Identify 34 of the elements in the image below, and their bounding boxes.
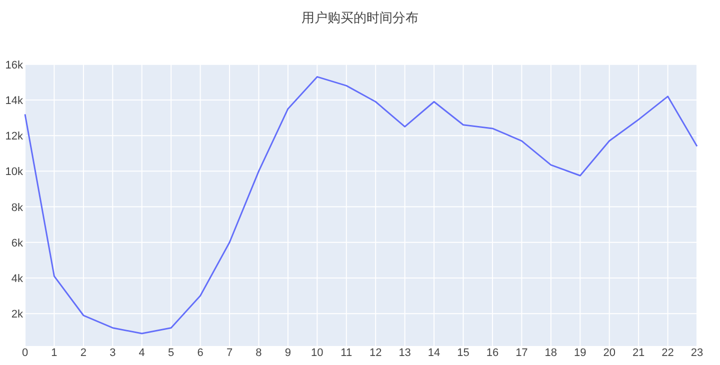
x-tick-label: 0 [22, 347, 28, 359]
x-tick-label: 19 [574, 347, 586, 359]
x-tick-label: 15 [457, 347, 470, 359]
x-tick-label: 2 [80, 347, 86, 359]
x-tick-label: 21 [632, 347, 645, 359]
x-tick-label: 8 [256, 347, 262, 359]
y-tick-label: 2k [11, 308, 24, 321]
x-tick-label: 14 [428, 347, 440, 359]
x-tick-label: 23 [690, 347, 704, 359]
x-tick-label: 10 [311, 347, 324, 359]
x-tick-label: 20 [603, 347, 616, 359]
y-tick-label: 14k [5, 94, 24, 107]
x-tick-label: 22 [662, 347, 674, 359]
x-tick-label: 7 [226, 347, 233, 359]
y-tick-label: 16k [5, 59, 24, 72]
x-tick-label: 3 [110, 347, 116, 359]
x-tick-label: 4 [138, 347, 145, 359]
y-tick-label: 8k [11, 202, 24, 214]
x-tick-label: 5 [168, 347, 174, 359]
y-tick-label: 4k [11, 272, 24, 285]
x-tick-label: 13 [398, 347, 411, 359]
x-tick-label: 12 [369, 347, 382, 359]
x-tick-label: 16 [486, 347, 499, 359]
x-tick-label: 18 [544, 347, 558, 359]
x-tick-label: 9 [284, 347, 292, 359]
y-tick-label: 10k [5, 166, 24, 178]
x-tick-label: 17 [516, 347, 528, 359]
x-tick-label: 11 [340, 347, 352, 359]
chart-title: 用户购买的时间分布 [302, 10, 418, 25]
y-tick-label: 12k [5, 130, 24, 143]
x-tick-label: 6 [197, 347, 204, 359]
x-tick-label: 1 [51, 347, 58, 359]
y-tick-label: 6k [11, 237, 24, 250]
line-series [24, 76, 698, 334]
